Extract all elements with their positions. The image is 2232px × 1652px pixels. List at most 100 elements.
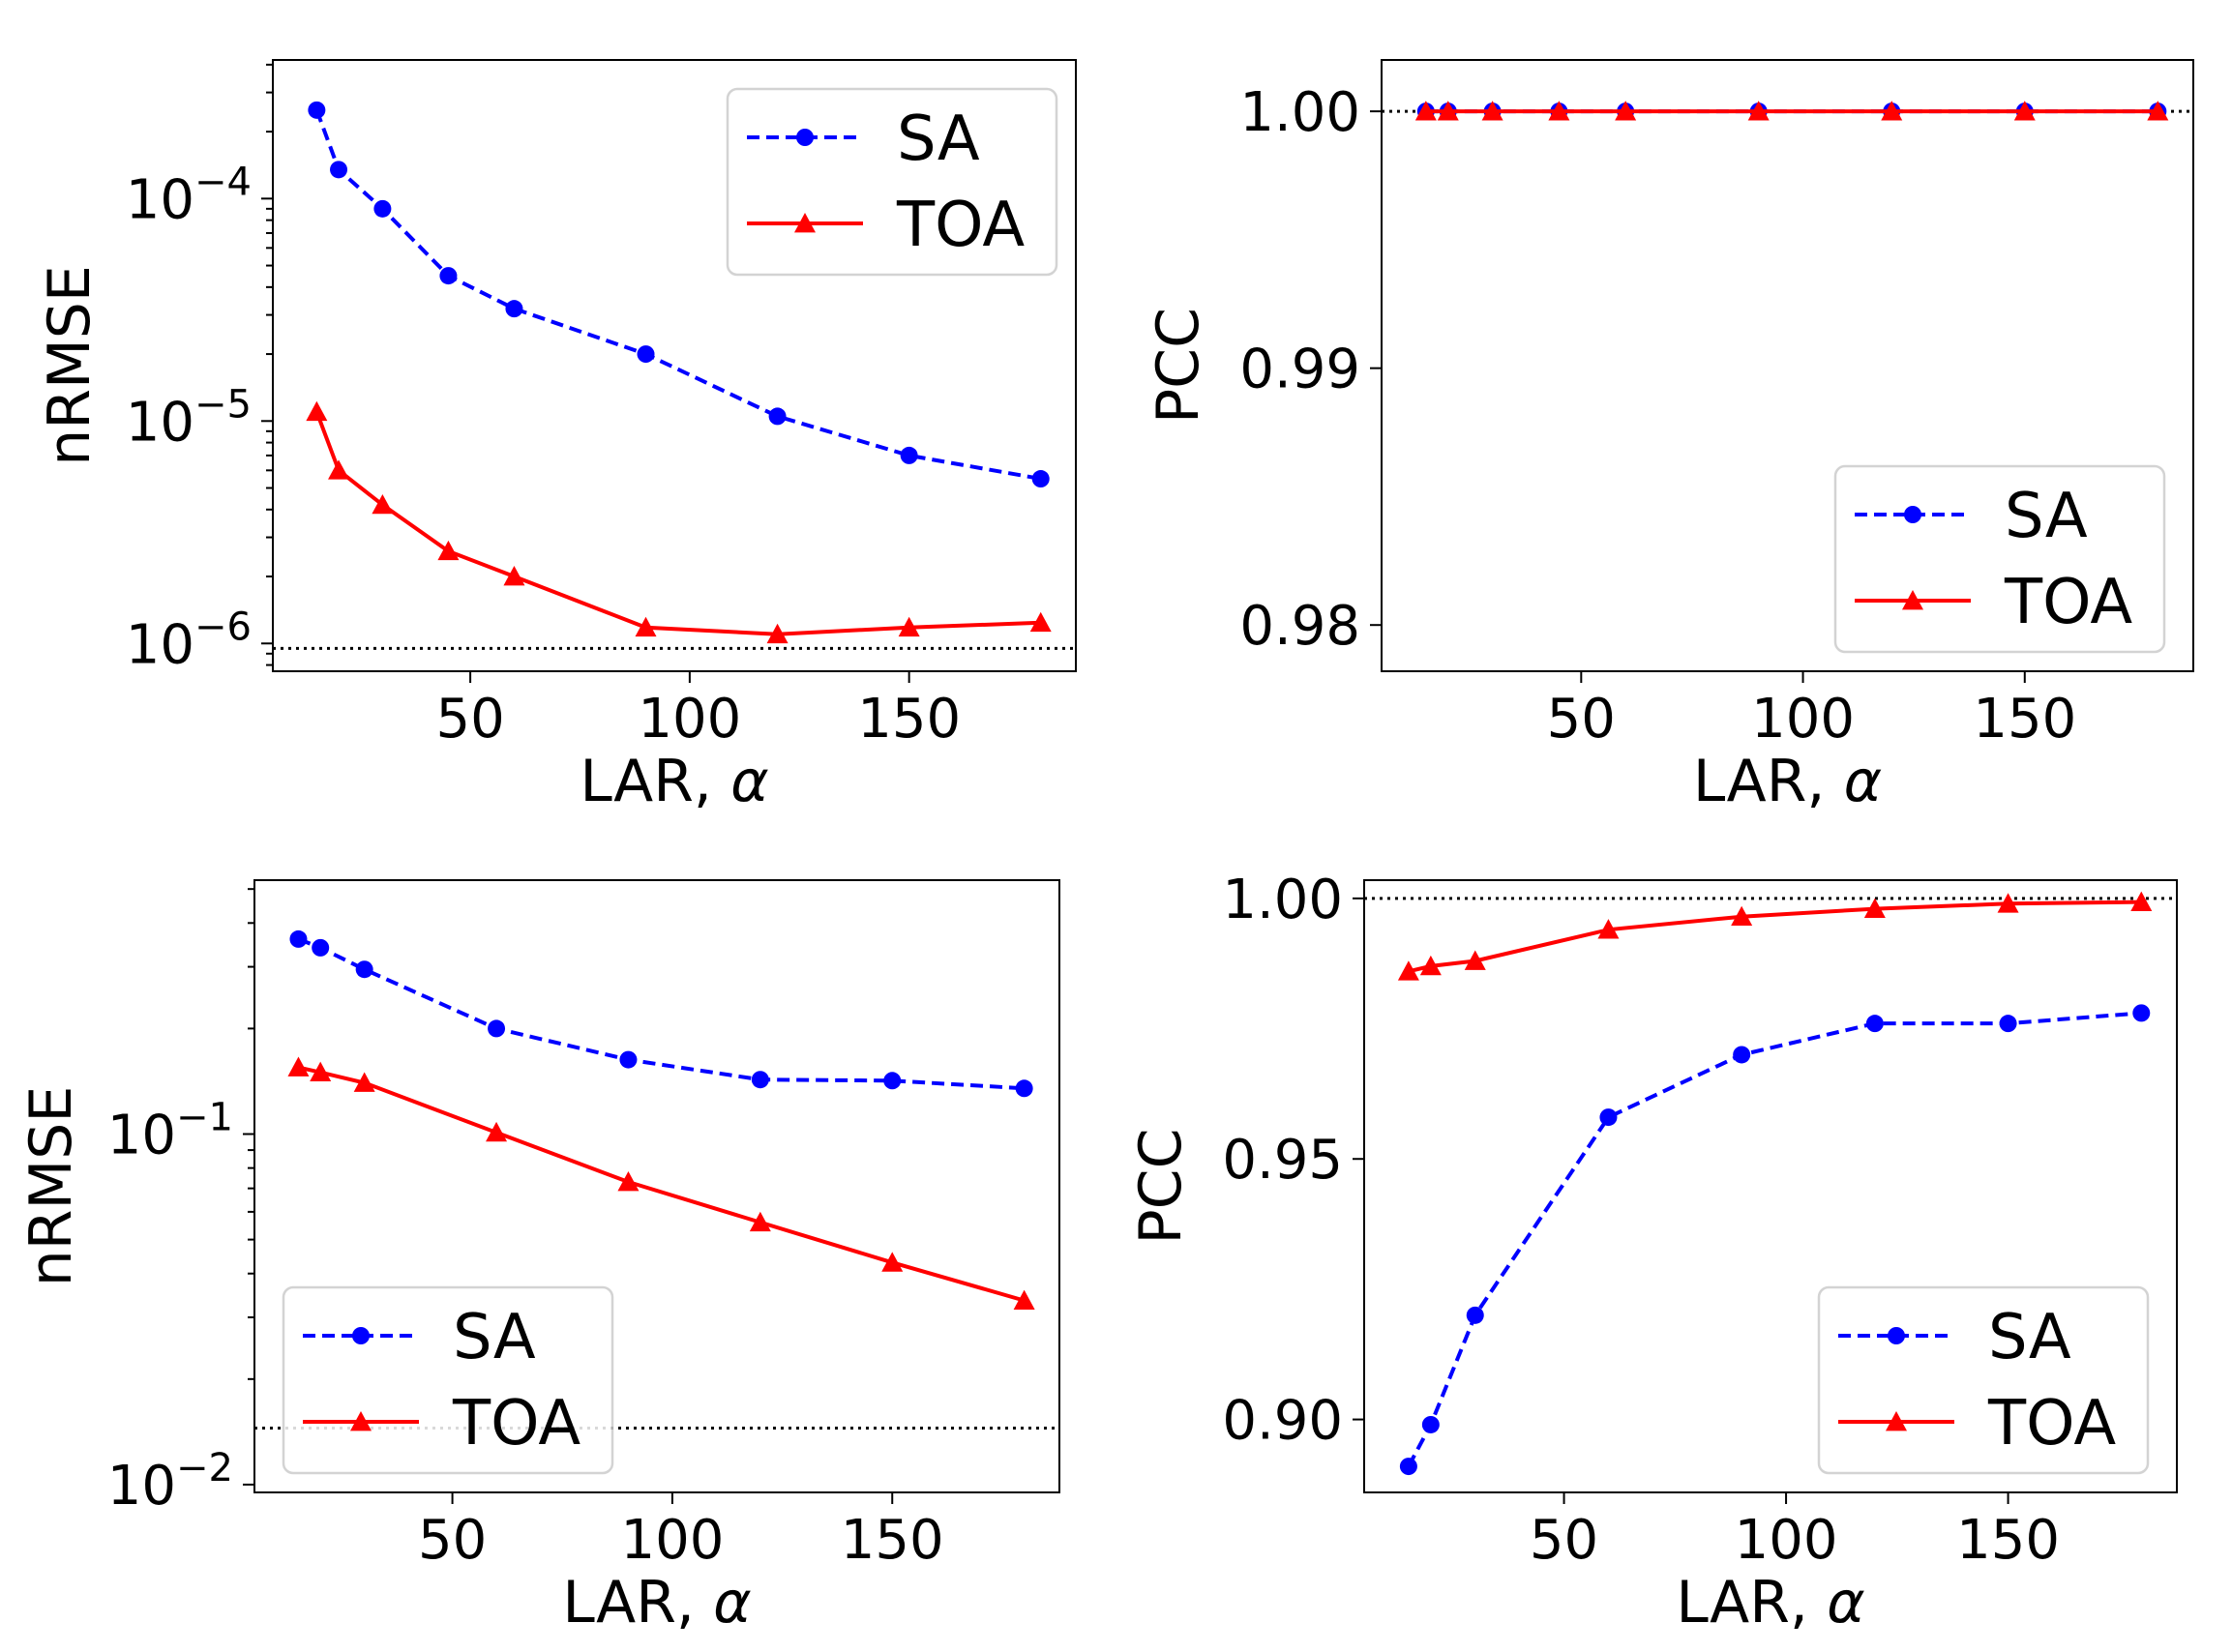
series-line — [1408, 900, 2142, 974]
series-point — [1904, 506, 1921, 523]
legend-label: SA — [2005, 481, 2088, 552]
series-point — [353, 1072, 375, 1092]
chart-panel-bottom-right: 50 100 150 0.90 0.95 1.00 LAR, α PCC SA TOA — [1127, 869, 2178, 1637]
series-point — [1419, 955, 1442, 976]
series-sa — [308, 101, 1050, 488]
series-point — [898, 616, 920, 637]
chart-panel-bottom-left: 50 100 150 10−2 10−1 LAR, α nRMSE SA TOA — [17, 879, 1060, 1637]
series-point — [439, 267, 458, 285]
series-point — [768, 407, 787, 426]
series-point — [1015, 1079, 1033, 1098]
legend-label: TOA — [452, 1388, 580, 1460]
plot-frame — [253, 879, 1060, 1493]
series-point — [1464, 950, 1486, 970]
series-toa — [1397, 891, 2153, 981]
series-point — [1013, 1289, 1035, 1310]
y-axis-label: PCC — [1145, 308, 1212, 424]
series-point — [330, 161, 348, 179]
series-line — [298, 1065, 1026, 1303]
y-tick-label: 0.95 — [1222, 1129, 1343, 1192]
chart-panel-top-left: 50 100 150 10−6 10−5 10−4 LAR, α nRMSE SA TOA — [36, 59, 1077, 815]
series-sa — [1399, 1004, 2151, 1476]
y-tick-label: 10−2 — [107, 1446, 233, 1518]
series-point — [486, 1121, 508, 1142]
y-axis-label: nRMSE — [17, 1086, 85, 1286]
legend: SA TOA — [1833, 464, 2166, 654]
series-point — [1865, 1015, 1884, 1033]
legend-item-toa: TOA — [747, 190, 1025, 261]
y-tick-label: 0.90 — [1222, 1390, 1343, 1453]
x-tick-label: 150 — [1956, 1509, 2060, 1572]
series-point — [2130, 891, 2153, 911]
plot-frame — [1363, 879, 2178, 1493]
series-point — [619, 1050, 638, 1069]
y-tick-label: 10−4 — [126, 160, 252, 231]
series-point — [1747, 101, 1770, 121]
series-point — [505, 300, 523, 318]
x-tick-label: 100 — [1751, 688, 1855, 751]
series-point — [637, 345, 655, 364]
series-point — [287, 1056, 310, 1077]
series-point — [1863, 898, 1886, 918]
series-toa — [287, 1056, 1035, 1310]
series-point — [796, 129, 814, 146]
series-point — [1421, 1415, 1440, 1433]
legend-label: TOA — [896, 190, 1025, 261]
x-tick-label: 150 — [857, 688, 961, 751]
series-line — [314, 411, 1041, 636]
series-point — [312, 938, 330, 957]
legend: SA TOA — [1817, 1285, 2150, 1475]
series-point — [355, 960, 373, 979]
y-tick-label: 0.99 — [1239, 339, 1360, 401]
series-point — [2013, 101, 2036, 121]
series-point — [488, 1019, 506, 1038]
series-point — [1731, 905, 1753, 927]
series-point — [1399, 1458, 1417, 1476]
series-point — [1888, 1327, 1905, 1344]
series-point — [881, 1252, 904, 1272]
series-point — [1599, 1108, 1618, 1127]
x-axis-label: LAR, α — [1693, 748, 1882, 815]
legend-label: SA — [453, 1302, 536, 1373]
x-tick-label: 100 — [638, 688, 741, 751]
plot-frame — [1381, 59, 2194, 672]
series-point — [2147, 101, 2169, 121]
series-line — [1407, 1011, 2142, 1468]
x-tick-label: 50 — [418, 1509, 487, 1572]
series-point — [900, 446, 918, 464]
series-point — [306, 400, 328, 422]
series-point — [2132, 1004, 2151, 1022]
y-axis-label: PCC — [1127, 1129, 1195, 1245]
series-point — [766, 623, 789, 644]
y-tick-label: 10−5 — [126, 382, 252, 454]
series-point — [1615, 101, 1637, 121]
series-toa — [1414, 101, 2169, 121]
chart-panel-top-right: 50 100 150 0.98 0.99 1.00 LAR, α PCC SA TOA — [1145, 59, 2194, 815]
series-point — [1886, 1411, 1907, 1431]
legend-label: TOA — [1987, 1388, 2116, 1460]
series-point — [308, 101, 326, 119]
x-tick-label: 150 — [841, 1509, 944, 1572]
series-point — [751, 1071, 769, 1089]
series-line — [314, 109, 1042, 481]
legend-label: TOA — [2004, 567, 2132, 638]
legend-label: SA — [897, 103, 980, 175]
series-point — [1999, 1015, 2017, 1033]
series-point — [1414, 101, 1437, 121]
legend: SA TOA — [282, 1285, 614, 1475]
series-point — [1437, 101, 1459, 121]
x-axis-label: LAR, α — [562, 1569, 751, 1637]
y-tick-label: 1.00 — [1222, 869, 1343, 931]
series-point — [1481, 101, 1503, 121]
x-tick-label: 50 — [1547, 688, 1616, 751]
series-point — [1466, 1306, 1484, 1324]
x-tick-label: 50 — [1530, 1509, 1598, 1572]
x-tick-label: 150 — [1973, 688, 2076, 751]
series-point — [794, 213, 816, 233]
series-point — [1597, 919, 1620, 939]
series-point — [328, 459, 350, 480]
series-point — [289, 929, 308, 948]
series-point — [617, 1171, 640, 1192]
series-point — [635, 616, 657, 637]
